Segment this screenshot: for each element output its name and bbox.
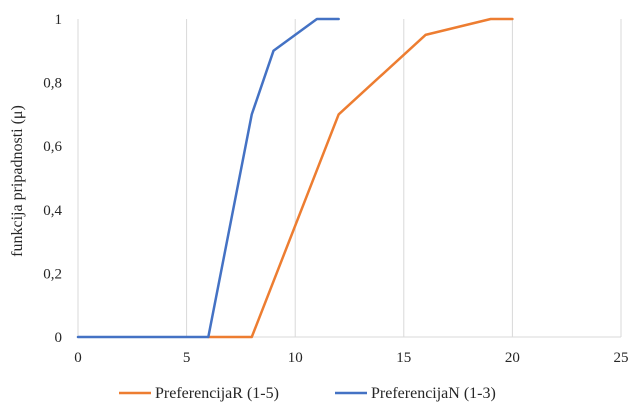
legend: PreferencijaR (1-5) PreferencijaN (1-3) — [119, 385, 496, 402]
x-tick-label: 25 — [614, 350, 628, 366]
y-axis-title: funkcija pripadnosti (μ) — [9, 105, 26, 257]
grid-lines — [77, 19, 622, 338]
x-axis-ticks: 0 5 10 15 20 25 — [74, 350, 628, 366]
series-line-2 — [76, 17, 340, 339]
y-axis-ticks: 0 0,2 0,4 0,6 0,8 1 — [43, 12, 62, 346]
y-tick-label: 0,4 — [43, 203, 62, 219]
y-tick-label: 0,6 — [43, 139, 62, 155]
x-tick-label: 0 — [74, 350, 82, 366]
x-tick-label: 20 — [505, 350, 520, 366]
legend-label-1: PreferencijaR (1-5) — [155, 385, 279, 402]
x-tick-label: 10 — [288, 350, 303, 366]
x-tick-label: 5 — [183, 350, 191, 366]
legend-label-2: PreferencijaN (1-3) — [371, 385, 496, 402]
series-lines — [76, 17, 514, 339]
y-tick-label: 0 — [55, 330, 63, 346]
y-tick-label: 0,2 — [43, 266, 62, 282]
y-tick-label: 0,8 — [43, 76, 62, 92]
y-tick-label: 1 — [55, 12, 63, 28]
x-tick-label: 15 — [396, 350, 411, 366]
series-line-1 — [207, 17, 514, 339]
